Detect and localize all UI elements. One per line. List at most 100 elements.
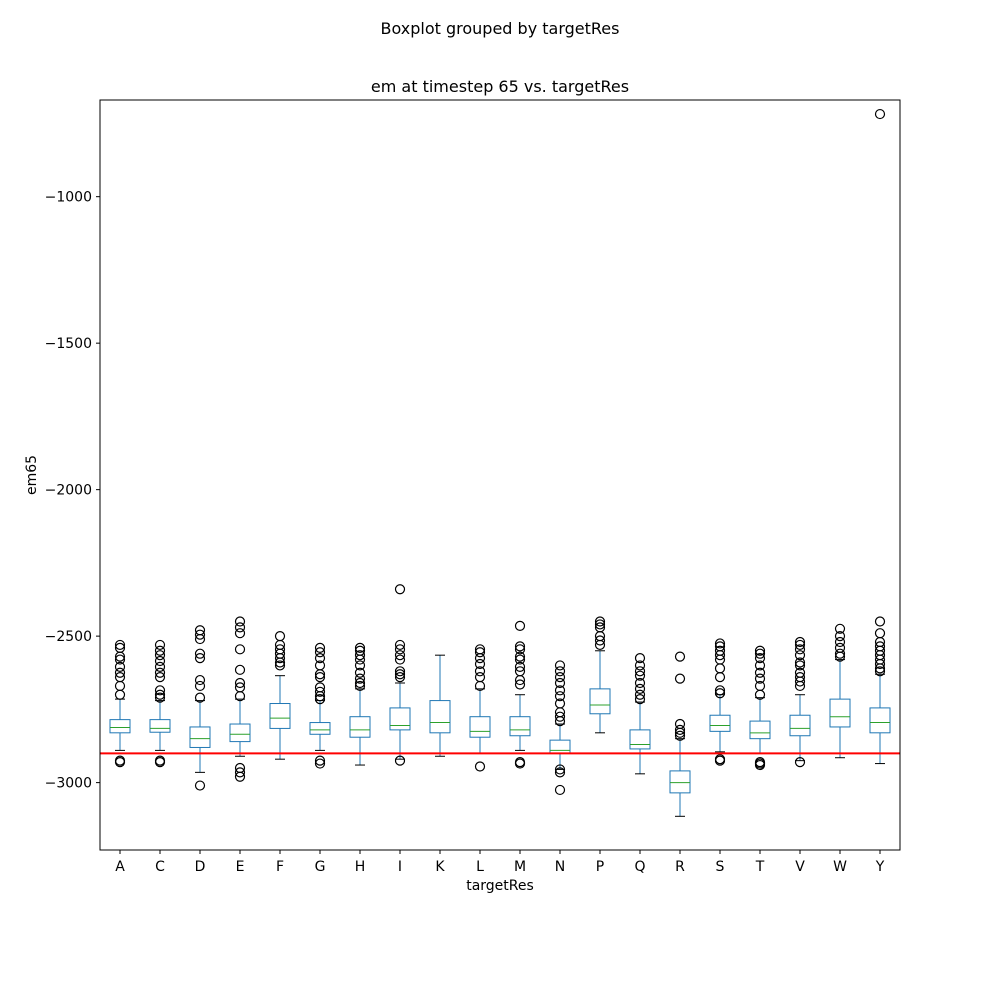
- box-iqr: [309, 722, 331, 735]
- outlier-point: [634, 653, 646, 664]
- box-group-W: [829, 623, 851, 759]
- outlier-point: [354, 667, 366, 678]
- box-iqr: [389, 707, 411, 731]
- outlier-point: [714, 685, 726, 696]
- outlier-point: [234, 628, 246, 639]
- outlier-point: [154, 685, 166, 696]
- box-group-Q: [629, 653, 651, 775]
- box-group-N: [549, 660, 571, 796]
- outlier-point: [394, 644, 406, 655]
- outlier-point: [514, 679, 526, 690]
- box-group-M: [509, 620, 531, 769]
- outlier-point: [394, 639, 406, 651]
- outlier-point: [314, 653, 326, 664]
- outlier-point: [114, 755, 126, 766]
- y-axis-label: em65: [24, 455, 40, 495]
- outlier-point: [154, 689, 166, 700]
- x-tick-label: W: [833, 859, 847, 875]
- outlier-point: [394, 669, 406, 680]
- x-tick-label: H: [355, 859, 366, 875]
- x-tick-label: Q: [634, 859, 645, 875]
- outlier-point: [674, 673, 686, 684]
- outlier-point: [194, 625, 206, 636]
- outlier-point: [554, 677, 566, 689]
- box-iqr: [429, 700, 451, 734]
- outlier-point: [194, 629, 206, 640]
- box-iqr: [189, 726, 211, 748]
- box-group-S: [709, 638, 731, 766]
- outlier-point: [794, 667, 806, 678]
- outlier-point: [874, 641, 886, 652]
- outlier-point: [634, 694, 646, 705]
- outlier-point: [154, 692, 166, 703]
- outlier-point: [554, 685, 566, 696]
- box-iqr: [349, 716, 371, 738]
- outlier-point: [114, 667, 126, 678]
- box-iqr: [229, 723, 251, 743]
- outlier-point: [874, 108, 886, 120]
- outlier-point: [714, 638, 726, 649]
- outlier-point: [514, 666, 526, 677]
- x-tick-label: N: [555, 859, 565, 875]
- outlier-point: [554, 711, 566, 722]
- outlier-point: [634, 670, 646, 681]
- outlier-point: [354, 642, 366, 653]
- box-iqr: [749, 720, 771, 740]
- outlier-point: [394, 666, 406, 677]
- outlier-point: [354, 673, 366, 684]
- outlier-point: [394, 672, 406, 683]
- outlier-point: [554, 691, 566, 702]
- box-group-D: [189, 625, 211, 791]
- outlier-point: [474, 647, 486, 658]
- outlier-point: [554, 666, 566, 677]
- box-group-E: [229, 616, 251, 782]
- outlier-point: [554, 767, 566, 778]
- outlier-point: [634, 660, 646, 671]
- outlier-point: [794, 636, 806, 648]
- outlier-point: [834, 623, 846, 634]
- outlier-point: [514, 654, 526, 665]
- outlier-point: [474, 666, 486, 677]
- outlier-point: [154, 655, 166, 667]
- outlier-point: [554, 764, 566, 775]
- box-group-T: [749, 645, 771, 771]
- box-group-Y: [869, 108, 891, 765]
- outlier-point: [674, 730, 686, 741]
- box-iqr: [669, 770, 691, 794]
- outlier-point: [674, 724, 686, 735]
- x-tick-label: P: [596, 859, 604, 875]
- outlier-point: [114, 661, 126, 672]
- outlier-point: [514, 641, 526, 652]
- outlier-point: [274, 631, 286, 642]
- outlier-point: [834, 631, 846, 642]
- outlier-point: [634, 683, 646, 694]
- x-tick-label: T: [755, 859, 765, 875]
- outlier-point: [794, 639, 806, 651]
- outlier-point: [514, 644, 526, 655]
- outlier-point: [314, 758, 326, 769]
- outlier-point: [474, 644, 486, 655]
- outlier-point: [634, 689, 646, 700]
- x-tick-label: G: [315, 859, 326, 875]
- outlier-point: [794, 650, 806, 661]
- box-group-P: [589, 616, 611, 734]
- outlier-point: [874, 616, 886, 627]
- outlier-point: [154, 645, 166, 656]
- outlier-point: [874, 666, 886, 677]
- box-iqr: [469, 716, 491, 738]
- outlier-point: [354, 680, 366, 692]
- box-iqr: [109, 719, 131, 734]
- outlier-point: [234, 616, 246, 627]
- box-group-A: [109, 639, 131, 768]
- outlier-point: [114, 654, 126, 665]
- outlier-point: [154, 672, 166, 683]
- box-iqr: [869, 707, 891, 734]
- outlier-point: [234, 622, 246, 633]
- outlier-point: [714, 754, 726, 765]
- outlier-point: [314, 755, 326, 766]
- box-iqr: [149, 719, 171, 733]
- outlier-point: [314, 660, 326, 671]
- y-tick-label: −1500: [45, 336, 92, 352]
